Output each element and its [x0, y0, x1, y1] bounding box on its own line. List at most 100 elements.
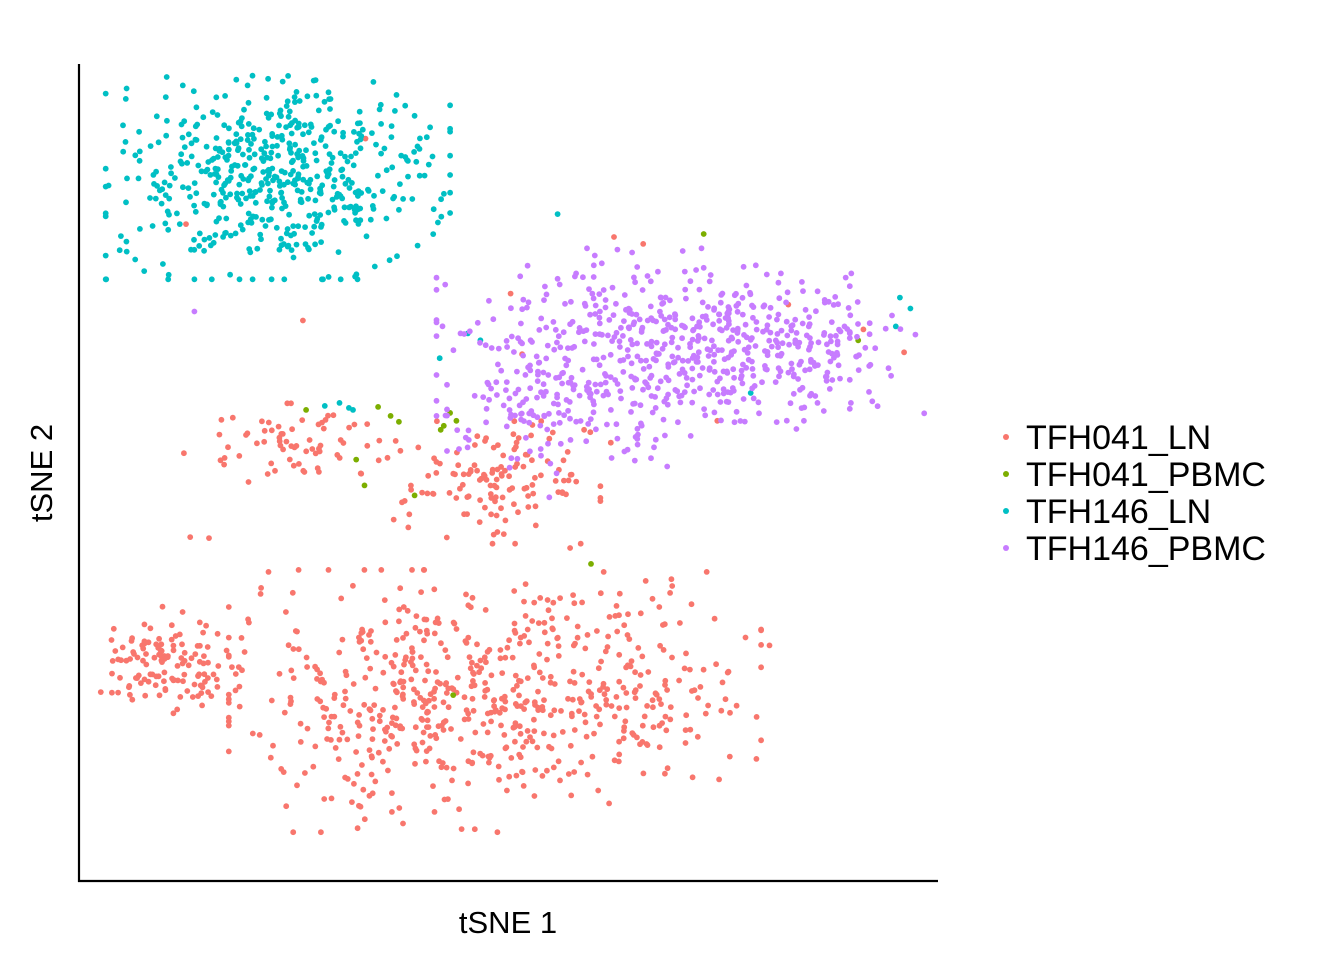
point-tfh041-ln [196, 619, 203, 626]
point-tfh146-ln [220, 234, 227, 240]
point-tfh041-ln [529, 482, 536, 488]
point-tfh146-pbmc [740, 396, 747, 402]
point-tfh146-pbmc [679, 366, 686, 373]
point-tfh146-ln [228, 168, 235, 174]
point-tfh146-pbmc [597, 381, 604, 388]
point-tfh146-ln [232, 230, 239, 237]
point-tfh146-pbmc [508, 305, 514, 312]
point-tfh041-ln [605, 633, 611, 640]
point-tfh041-ln [481, 654, 488, 661]
point-tfh146-ln [335, 249, 342, 256]
point-tfh146-pbmc [590, 262, 597, 269]
point-tfh041-ln [628, 658, 635, 664]
point-tfh041-ln [366, 706, 373, 712]
point-tfh146-ln [271, 197, 278, 204]
point-tfh146-ln [348, 153, 354, 160]
point-tfh041-ln [531, 662, 537, 669]
point-tfh146-pbmc [554, 391, 560, 398]
point-tfh146-pbmc [526, 419, 533, 426]
point-tfh146-pbmc [515, 386, 522, 393]
point-tfh146-pbmc [699, 299, 706, 306]
point-tfh146-pbmc [763, 271, 770, 278]
point-tfh146-pbmc [866, 363, 873, 369]
point-tfh146-ln [160, 261, 166, 267]
point-tfh041-ln [758, 642, 764, 648]
point-tfh146-pbmc [433, 397, 440, 404]
point-tfh146-pbmc [608, 407, 614, 413]
point-tfh146-ln [118, 233, 124, 240]
point-tfh146-ln [213, 94, 220, 101]
point-tfh041-ln [509, 485, 516, 491]
point-tfh041-ln [414, 690, 421, 696]
point-tfh041-ln [474, 641, 480, 648]
point-tfh146-pbmc [683, 375, 690, 381]
point-tfh041-ln [405, 524, 412, 531]
point-tfh041-ln [350, 582, 356, 589]
point-tfh146-pbmc [689, 336, 696, 343]
point-tfh041-ln [297, 720, 304, 727]
point-tfh146-pbmc [522, 372, 529, 378]
point-tfh041-ln [611, 757, 618, 764]
point-tfh146-ln [220, 203, 227, 210]
point-tfh146-pbmc [866, 320, 873, 327]
point-tfh041-ln [569, 713, 575, 720]
point-tfh041-ln [317, 670, 323, 677]
point-tfh041-ln [467, 665, 474, 672]
point-tfh146-ln [149, 223, 156, 229]
point-tfh041-ln [368, 753, 375, 760]
point-tfh041-ln [412, 724, 419, 731]
point-tfh041-ln [202, 678, 208, 685]
point-tfh146-pbmc [486, 297, 492, 304]
point-tfh041-ln [523, 484, 530, 491]
point-tfh041-ln [214, 684, 221, 690]
point-tfh041-ln [669, 654, 675, 661]
point-tfh146-ln [447, 102, 453, 109]
point-tfh146-pbmc [486, 396, 492, 403]
point-tfh041-ln [162, 687, 169, 694]
point-tfh146-pbmc [815, 339, 822, 346]
point-tfh041-ln [511, 418, 518, 425]
point-tfh041-ln [435, 723, 442, 730]
point-tfh146-pbmc [716, 317, 723, 324]
point-tfh041-ln [503, 744, 510, 751]
point-tfh041-ln [359, 762, 365, 768]
point-tfh146-ln [185, 185, 192, 192]
point-tfh041-ln [552, 478, 559, 484]
point-tfh146-pbmc [663, 374, 670, 381]
point-tfh041-ln [346, 424, 352, 431]
point-tfh146-pbmc [698, 245, 705, 252]
point-tfh146-pbmc [638, 357, 644, 364]
point-tfh041-ln [522, 613, 529, 619]
point-tfh041-ln [142, 692, 149, 699]
point-tfh146-ln [357, 145, 364, 152]
point-tfh041-ln [474, 433, 481, 440]
point-tfh146-pbmc [542, 283, 548, 290]
point-tfh041-ln [713, 661, 719, 668]
point-tfh146-ln [266, 169, 272, 176]
point-tfh146-pbmc [774, 331, 781, 337]
point-tfh146-pbmc [621, 318, 627, 324]
point-tfh146-ln [207, 172, 214, 178]
point-tfh146-pbmc [579, 366, 586, 373]
point-tfh041-ln [238, 635, 245, 641]
legend-key-tfh041-pbmc [1003, 471, 1009, 477]
point-tfh146-pbmc [540, 369, 547, 376]
point-tfh146-ln [240, 151, 246, 158]
point-tfh146-pbmc [638, 329, 645, 335]
point-tfh146-pbmc [785, 369, 792, 376]
point-tfh146-ln [306, 180, 312, 187]
point-tfh041-ln [482, 680, 488, 686]
point-tfh041-ln [695, 695, 701, 701]
point-tfh041-ln [455, 462, 462, 469]
point-tfh146-pbmc [776, 295, 783, 302]
point-tfh041-ln [342, 688, 348, 695]
point-tfh041-ln [295, 567, 302, 573]
point-tfh041-ln [512, 672, 519, 679]
point-tfh041-ln [758, 664, 764, 671]
point-tfh041-ln [126, 691, 133, 698]
point-tfh041-ln [481, 471, 487, 478]
point-tfh146-pbmc [598, 260, 605, 267]
point-tfh041-ln [496, 776, 502, 783]
point-tfh041-ln [290, 829, 297, 836]
point-tfh041-ln [213, 676, 220, 683]
